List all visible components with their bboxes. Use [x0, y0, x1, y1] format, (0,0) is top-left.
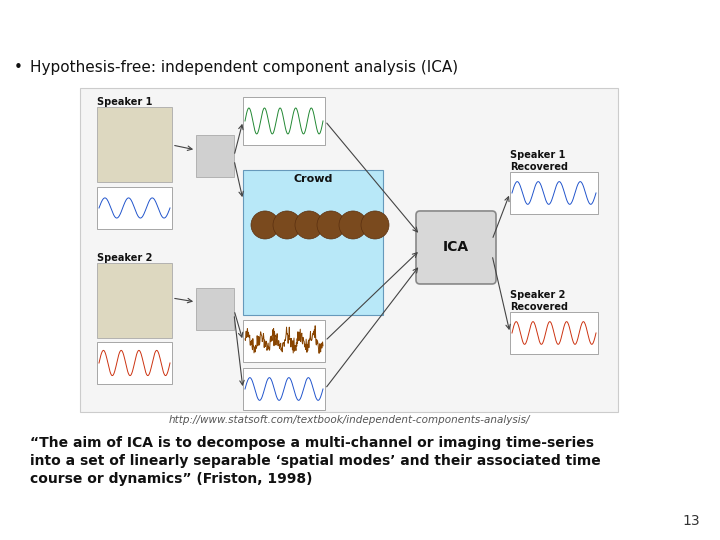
Text: •: • — [14, 60, 23, 76]
Circle shape — [295, 211, 323, 239]
Text: Crowd: Crowd — [293, 174, 333, 184]
Text: Speaker 2: Speaker 2 — [97, 253, 153, 263]
Text: “The aim of ICA is to decompose a multi-channel or imaging time-series: “The aim of ICA is to decompose a multi-… — [30, 436, 594, 450]
Text: Resting-state fMRI: Analysis: Resting-state fMRI: Analysis — [13, 10, 346, 30]
Circle shape — [317, 211, 345, 239]
FancyBboxPatch shape — [196, 288, 234, 330]
Text: Speaker 1: Speaker 1 — [97, 97, 153, 107]
Text: †UCL: †UCL — [624, 8, 691, 32]
Text: ICA: ICA — [443, 240, 469, 254]
Circle shape — [339, 211, 367, 239]
FancyBboxPatch shape — [416, 211, 496, 284]
FancyBboxPatch shape — [97, 263, 172, 338]
FancyBboxPatch shape — [510, 172, 598, 214]
FancyBboxPatch shape — [510, 312, 598, 354]
FancyBboxPatch shape — [97, 342, 172, 384]
FancyBboxPatch shape — [97, 187, 172, 229]
Text: Speaker 2
Recovered: Speaker 2 Recovered — [510, 290, 568, 312]
FancyBboxPatch shape — [80, 88, 618, 412]
FancyBboxPatch shape — [196, 135, 234, 177]
Text: http://www.statsoft.com/textbook/independent-components-analysis/: http://www.statsoft.com/textbook/indepen… — [168, 415, 530, 425]
Text: into a set of linearly separable ‘spatial modes’ and their associated time: into a set of linearly separable ‘spatia… — [30, 454, 600, 468]
Circle shape — [273, 211, 301, 239]
FancyBboxPatch shape — [243, 97, 325, 145]
FancyBboxPatch shape — [243, 170, 383, 315]
Text: 13: 13 — [683, 514, 700, 528]
Text: Hypothesis-free: independent component analysis (ICA): Hypothesis-free: independent component a… — [30, 60, 458, 76]
Circle shape — [251, 211, 279, 239]
Text: course or dynamics” (Friston, 1998): course or dynamics” (Friston, 1998) — [30, 472, 312, 486]
FancyBboxPatch shape — [97, 107, 172, 182]
Text: Speaker 1
Recovered: Speaker 1 Recovered — [510, 150, 568, 172]
FancyBboxPatch shape — [243, 368, 325, 410]
Circle shape — [361, 211, 389, 239]
FancyBboxPatch shape — [243, 320, 325, 362]
